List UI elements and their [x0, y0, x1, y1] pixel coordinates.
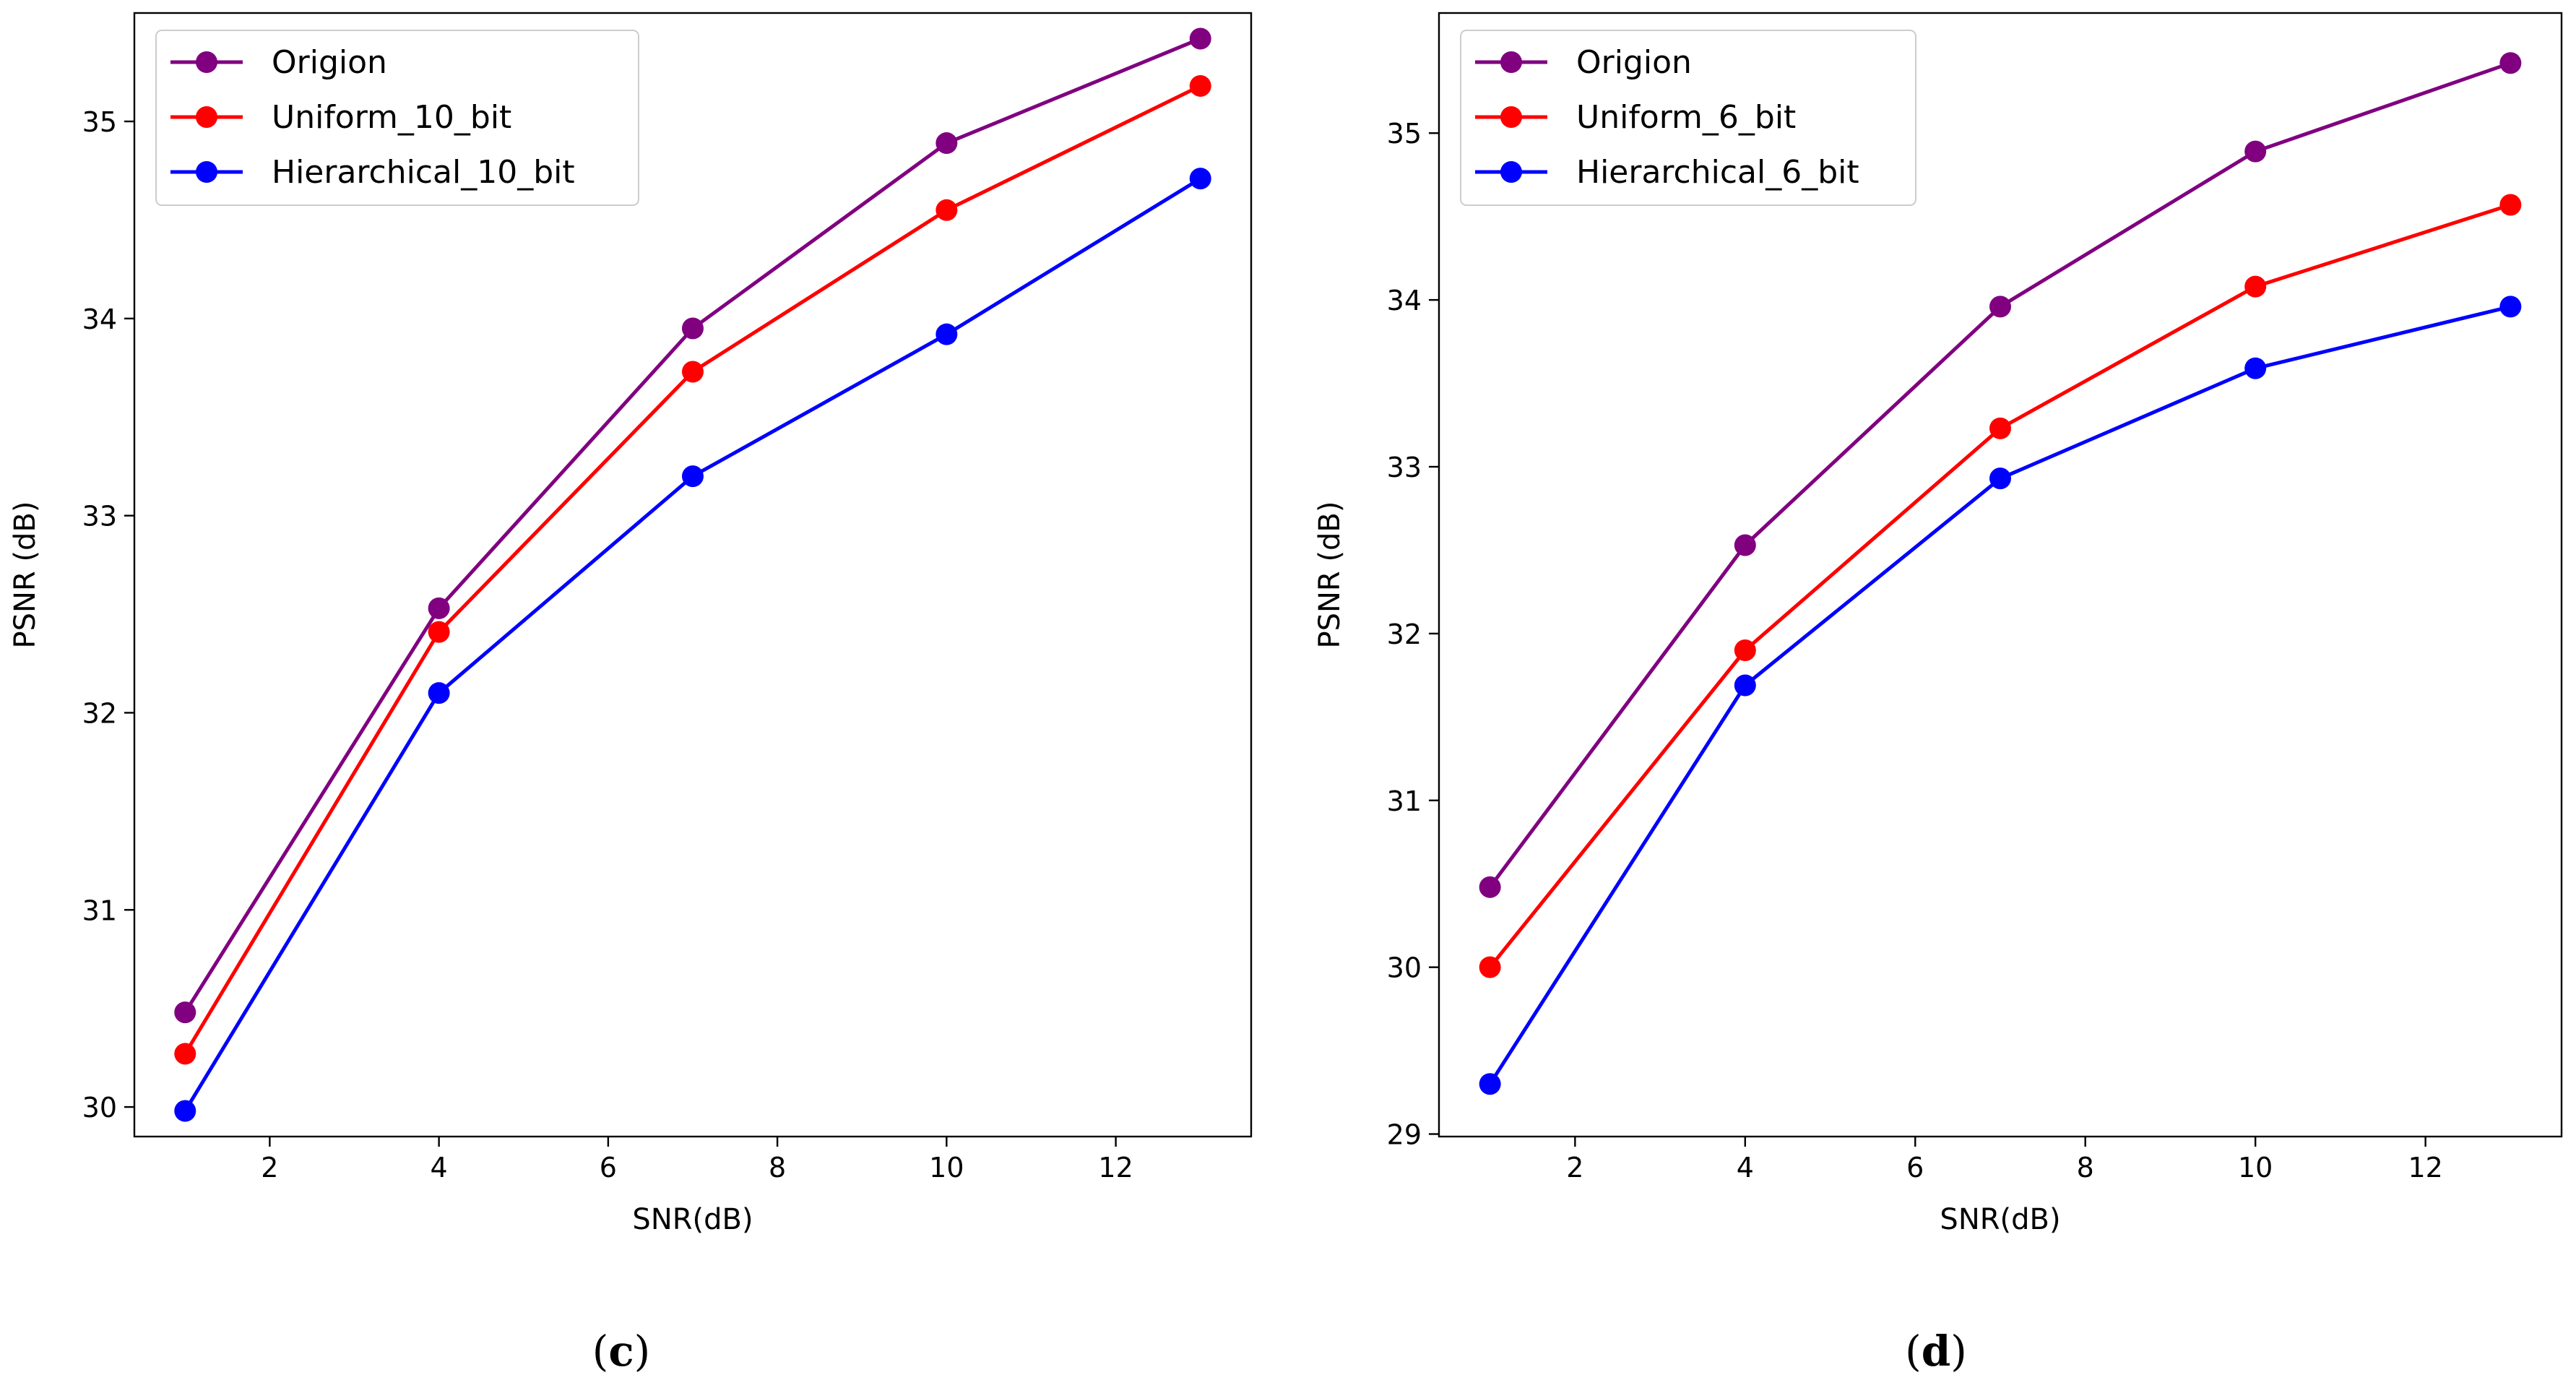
data-point	[2244, 140, 2267, 163]
y-tick-label: 33	[82, 501, 117, 533]
panel-caption-letter: c	[608, 1327, 634, 1376]
y-tick-label: 35	[1387, 118, 1422, 150]
y-tick-label: 32	[1387, 618, 1422, 650]
legend-label: Uniform_10_bit	[272, 99, 511, 136]
data-point	[2499, 194, 2522, 216]
x-tick-label: 12	[1098, 1152, 1133, 1184]
legend-swatch-marker	[1500, 51, 1522, 73]
legend-label: Hierarchical_6_bit	[1576, 154, 1859, 191]
data-point	[428, 597, 450, 619]
data-point	[1479, 876, 1501, 898]
x-tick-label: 10	[2238, 1152, 2273, 1184]
legend-label: Origion	[1576, 44, 1692, 81]
x-tick-label: 10	[929, 1152, 964, 1184]
x-tick-label: 6	[1906, 1152, 1924, 1184]
data-point	[1734, 534, 1756, 556]
x-tick-label: 6	[600, 1152, 617, 1184]
legend: Origion Uniform_10_bit Hierarchical_10_bit	[155, 30, 639, 206]
x-tick-label: 8	[769, 1152, 786, 1184]
data-point	[1189, 74, 1211, 97]
x-tick-label: 12	[2408, 1152, 2442, 1184]
panel-caption-letter: d	[1922, 1327, 1951, 1376]
data-point	[682, 361, 704, 383]
x-axis-title: SNR(dB)	[1940, 1203, 2060, 1236]
data-point	[2244, 275, 2267, 298]
x-tick-label: 2	[1566, 1152, 1583, 1184]
data-point	[428, 621, 450, 643]
y-tick-label: 31	[1387, 785, 1422, 817]
legend-swatch-marker	[1500, 106, 1522, 128]
y-tick-label: 30	[82, 1092, 117, 1124]
y-axis-title: PSNR (dB)	[1313, 501, 1347, 649]
legend-swatch-marker	[196, 106, 217, 128]
legend-label: Origion	[272, 44, 387, 81]
panel-caption: (c)	[592, 1327, 651, 1376]
legend-label: Hierarchical_10_bit	[272, 154, 575, 191]
data-point	[174, 1001, 196, 1024]
y-tick-label: 35	[82, 106, 117, 138]
legend-swatch-marker	[196, 161, 217, 183]
chart-panel-c: 2 4 6 8 10 12 30 31 32 33 34 35 SNR(dB) PSNR (dB) Orig…	[9, 12, 1253, 1376]
legend-swatch-marker	[196, 51, 217, 73]
panel-caption: (d)	[1905, 1327, 1967, 1376]
y-tick-label: 30	[1387, 952, 1422, 984]
y-tick-label: 34	[1387, 285, 1422, 316]
data-point	[2244, 357, 2267, 379]
data-point	[1989, 467, 2011, 490]
y-tick-label: 32	[82, 697, 117, 729]
data-point	[682, 317, 704, 340]
legend-label: Uniform_6_bit	[1576, 99, 1796, 136]
y-tick-label: 33	[1387, 452, 1422, 483]
data-point	[174, 1043, 196, 1065]
data-point	[935, 132, 958, 155]
legend: Origion Uniform_6_bit Hierarchical_6_bit	[1460, 30, 1916, 206]
data-point	[1734, 639, 1756, 661]
data-point	[1989, 296, 2011, 318]
x-tick-label: 4	[431, 1152, 448, 1184]
data-point	[428, 682, 450, 704]
data-point	[1479, 956, 1501, 978]
data-point	[682, 465, 704, 488]
x-tick-label: 8	[2077, 1152, 2094, 1184]
legend-box	[155, 30, 639, 206]
legend-box	[1460, 30, 1916, 206]
y-tick-label: 29	[1387, 1119, 1422, 1151]
data-point	[174, 1100, 196, 1122]
x-axis-title: SNR(dB)	[632, 1203, 753, 1236]
y-tick-label: 34	[82, 303, 117, 335]
data-point	[2499, 296, 2522, 318]
legend-swatch-marker	[1500, 161, 1522, 183]
data-point	[935, 199, 958, 221]
chart-panel-d: 2 4 6 8 10 12 29 30 31 32 33 34 35 SNR(dB) PSNR (dB) Or…	[1313, 12, 2563, 1376]
data-point	[2499, 52, 2522, 74]
data-point	[1479, 1073, 1501, 1095]
data-point	[935, 323, 958, 345]
data-point	[1189, 27, 1211, 50]
y-axis-title: PSNR (dB)	[9, 501, 42, 649]
y-tick-label: 31	[82, 895, 117, 926]
data-point	[1734, 674, 1756, 697]
x-tick-label: 4	[1737, 1152, 1754, 1184]
data-point	[1189, 168, 1211, 190]
data-point	[1989, 417, 2011, 439]
x-tick-label: 2	[261, 1152, 278, 1184]
